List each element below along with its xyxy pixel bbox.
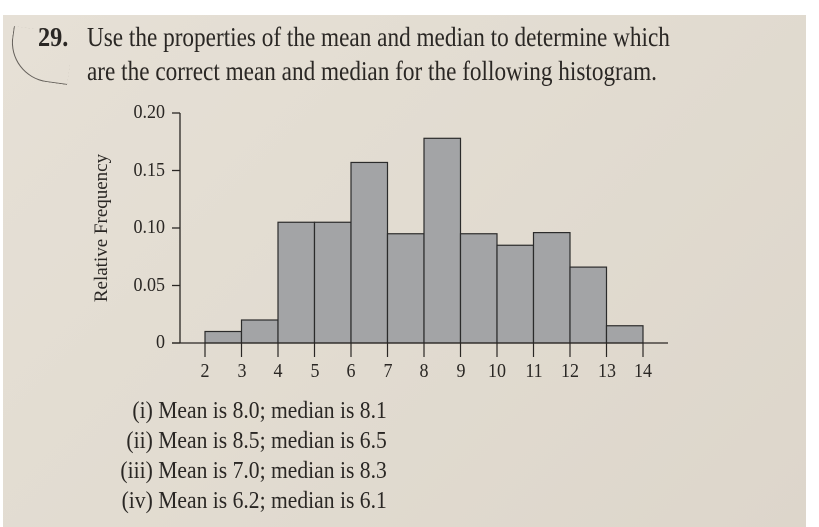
histogram-bar (350, 161, 389, 344)
y-tick-label: 0.20 (133, 101, 166, 123)
x-tick-label: 13 (597, 360, 616, 382)
option-label: (iv) (121, 488, 153, 514)
y-tick-label: 0.05 (133, 273, 166, 296)
histogram-bar (386, 233, 425, 344)
histogram-bar (459, 233, 498, 344)
question-line-2: are the correct mean and median for the … (87, 56, 657, 86)
question-line-1: Use the properties of the mean and media… (87, 22, 670, 52)
option-3: (iii) Mean is 7.0; median is 8.3 (97, 458, 387, 485)
x-tick-label: 2 (200, 360, 210, 382)
x-tick-label: 10 (488, 360, 506, 382)
x-tick-label: 11 (524, 360, 543, 382)
histogram-bar (569, 266, 608, 344)
option-text: Mean is 8.5; median is 6.5 (158, 428, 387, 454)
option-text: Mean is 6.2; median is 6.1 (158, 488, 387, 514)
histogram-bar (532, 232, 571, 344)
x-tick-label: 3 (237, 360, 246, 382)
option-label: (iii) (120, 458, 153, 484)
x-tick-label: 9 (456, 360, 465, 382)
x-tick-label: 12 (561, 360, 579, 382)
option-2: (ii) Mean is 8.5; median is 6.5 (97, 428, 387, 455)
histogram-bar (240, 319, 279, 344)
y-tick-label: 0.10 (133, 216, 166, 238)
x-tick-label: 6 (346, 360, 356, 382)
option-1: (i) Mean is 8.0; median is 8.1 (97, 398, 387, 425)
histogram-bar (496, 244, 535, 344)
histogram-bar (204, 330, 243, 344)
option-label: (ii) (126, 428, 153, 454)
histogram-bar (313, 221, 352, 344)
histogram-bar (605, 325, 644, 344)
option-text: Mean is 7.0; median is 8.3 (158, 458, 387, 484)
problem-number: 29. (38, 22, 69, 52)
x-tick-label: 5 (310, 360, 319, 382)
option-text: Mean is 8.0; median is 8.1 (158, 398, 387, 424)
y-tick-label: 0.15 (133, 158, 166, 181)
histogram-bar (277, 221, 316, 344)
x-tick-label: 7 (383, 360, 392, 382)
x-tick-label: 14 (634, 360, 652, 382)
option-4: (iv) Mean is 6.2; median is 6.1 (97, 488, 387, 515)
option-label: (i) (132, 398, 153, 424)
histogram-bar (423, 137, 462, 344)
x-tick-label: 8 (419, 360, 429, 382)
y-tick-label: 0 (156, 331, 165, 353)
x-tick-label: 4 (273, 360, 283, 382)
